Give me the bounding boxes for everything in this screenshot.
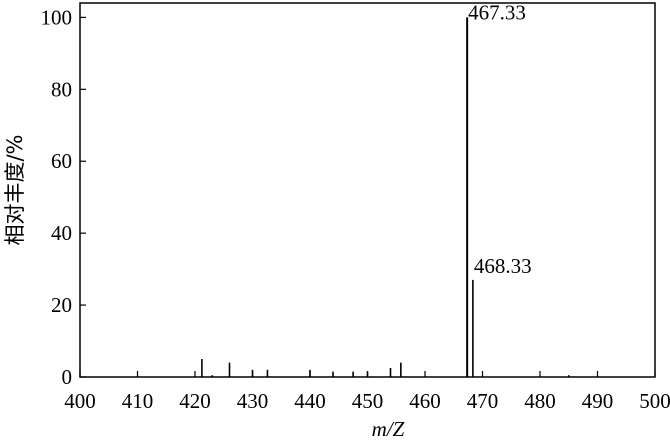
x-axis-label: m/Z: [372, 417, 405, 437]
x-tick-label: 410: [122, 389, 154, 413]
x-tick-label: 490: [582, 389, 614, 413]
x-tick-label: 400: [64, 389, 96, 413]
x-tick-label: 450: [352, 389, 384, 413]
plot-frame: [79, 2, 656, 378]
x-tick-label: 500: [639, 389, 670, 413]
y-tick-label: 20: [51, 293, 72, 317]
y-tick-label: 0: [62, 365, 73, 389]
x-tick-label: 480: [524, 389, 556, 413]
y-tick-label: 40: [51, 221, 72, 245]
y-axis-label: 相对丰度/%: [3, 134, 27, 245]
x-tick-label: 460: [409, 389, 441, 413]
y-tick-label: 60: [51, 149, 72, 173]
y-tick-label: 100: [41, 5, 73, 29]
x-tick-label: 470: [467, 389, 499, 413]
x-tick-label: 420: [179, 389, 211, 413]
peak-label: 467.33: [468, 0, 526, 24]
x-tick-label: 430: [237, 389, 269, 413]
y-tick-label: 80: [51, 77, 72, 101]
peak-label: 468.33: [474, 254, 532, 278]
x-tick-label: 440: [294, 389, 326, 413]
